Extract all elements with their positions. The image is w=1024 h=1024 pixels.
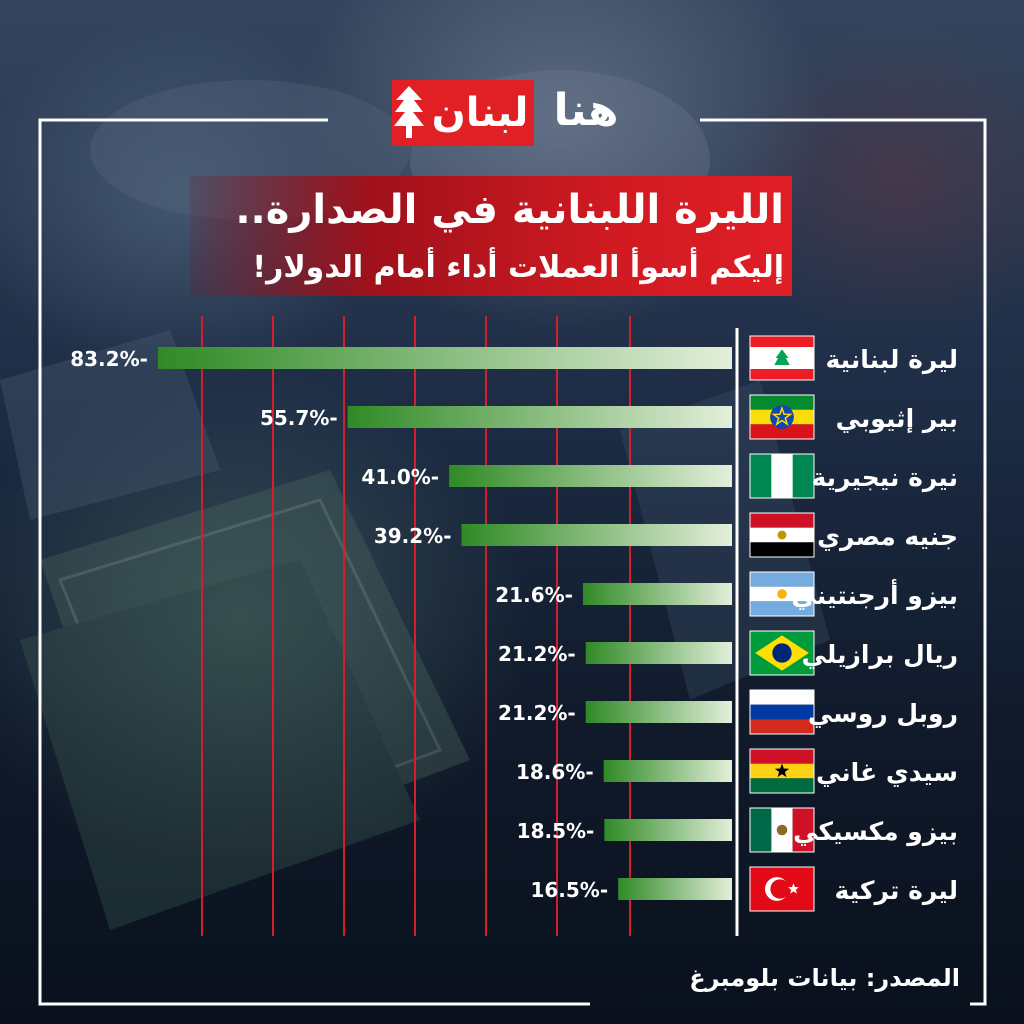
bar	[585, 642, 732, 664]
bars	[157, 347, 733, 900]
brazil-flag-icon	[749, 630, 815, 676]
page-title: الليرة اللبنانية في الصدارة..	[235, 187, 784, 233]
logo-text-lebanon: لبنان	[426, 80, 534, 146]
page-subtitle: إليكم أسوأ العملات أداء أمام الدولار!	[252, 250, 784, 285]
bar	[604, 819, 732, 841]
category-label: بيزو مكسيكي	[793, 817, 958, 847]
bar	[449, 465, 732, 487]
title-banner	[190, 176, 792, 296]
bar	[347, 406, 732, 428]
category-label: ليرة لبنانية	[825, 345, 958, 375]
category-labels: ليرة لبنانية بير إثيوبي نيرة نيجيرية جنيه م…	[792, 345, 958, 906]
bar	[157, 347, 733, 369]
lebanon-flag-icon	[749, 335, 815, 381]
turkey-flag-icon	[749, 866, 815, 912]
value-labels: 83.2%- 55.7%- 41.0%- 39.2%- 21.6%- 21.2%- 21.2…	[70, 347, 608, 902]
bar	[582, 583, 732, 605]
bar	[618, 878, 732, 900]
ghana-flag-icon	[749, 748, 815, 794]
value-label: 83.2%-	[70, 347, 148, 371]
cedar-icon	[392, 80, 426, 146]
value-label: 41.0%-	[361, 465, 439, 489]
category-label: بيزو أرجنتيني	[792, 579, 958, 611]
bar	[603, 760, 732, 782]
brand-logo: لبنان هنا	[392, 80, 638, 146]
russia-flag-icon	[749, 689, 815, 735]
value-label: 18.6%-	[516, 760, 594, 784]
mexico-flag-icon	[749, 807, 815, 853]
category-label: ريال برازيلي	[802, 640, 958, 670]
value-label: 55.7%-	[260, 406, 338, 430]
source-note: المصدر: بيانات بلومبرغ	[689, 964, 960, 992]
nigeria-flag-icon	[749, 453, 815, 499]
value-label: 16.5%-	[530, 878, 608, 902]
value-label: 21.2%-	[498, 701, 576, 725]
logo-text-here: هنا	[553, 85, 619, 136]
egypt-flag-icon	[749, 512, 815, 558]
ethiopia-flag-icon	[749, 394, 815, 440]
category-label: سيدي غاني	[816, 758, 958, 788]
category-label: ليرة تركية	[835, 876, 958, 906]
category-label: روبل روسي	[808, 699, 958, 729]
category-label: بير إثيوبي	[836, 404, 958, 434]
flags	[749, 335, 815, 912]
value-label: 21.6%-	[495, 583, 573, 607]
bar	[461, 524, 732, 546]
category-label: جنيه مصري	[817, 522, 958, 552]
value-label: 21.2%-	[498, 642, 576, 666]
value-label: 39.2%-	[374, 524, 452, 548]
argentina-flag-icon	[749, 571, 815, 617]
category-label: نيرة نيجيرية	[811, 463, 958, 493]
value-label: 18.5%-	[517, 819, 595, 843]
bar	[585, 701, 732, 723]
